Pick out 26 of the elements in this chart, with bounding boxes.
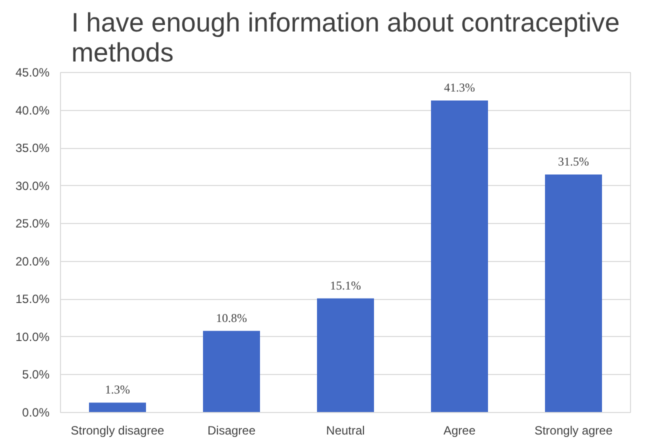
y-tick-label: 25.0% [15,216,50,231]
bar [203,330,260,412]
x-tick-label: Agree [443,424,476,438]
bar [431,100,488,412]
y-tick-label: 10.0% [15,330,50,344]
y-tick-label: 45.0% [15,66,50,80]
x-tick-label: Strongly agree [534,424,613,438]
y-tick-label: 0.0% [22,406,50,420]
y-tick-label: 15.0% [15,292,50,306]
y-tick-label: 20.0% [15,254,50,268]
y-tick-label: 30.0% [15,178,50,193]
bar [89,402,146,412]
data-label: 10.8% [216,310,247,325]
bar [545,174,602,412]
data-label: 31.5% [558,154,589,168]
y-tick-label: 5.0% [22,368,50,382]
chart-title: I have enough information about contraceptive methods [71,8,620,68]
data-label: 1.3% [105,382,130,397]
x-tick-label: Neutral [326,424,365,438]
y-tick-label: 40.0% [15,103,50,118]
data-label: 15.1% [330,278,361,292]
x-tick-label: Strongly disagree [70,424,165,438]
bar [317,298,374,412]
data-label: 41.3% [444,80,475,94]
x-tick-label: Disagree [207,424,256,438]
y-tick-label: 35.0% [15,141,50,156]
